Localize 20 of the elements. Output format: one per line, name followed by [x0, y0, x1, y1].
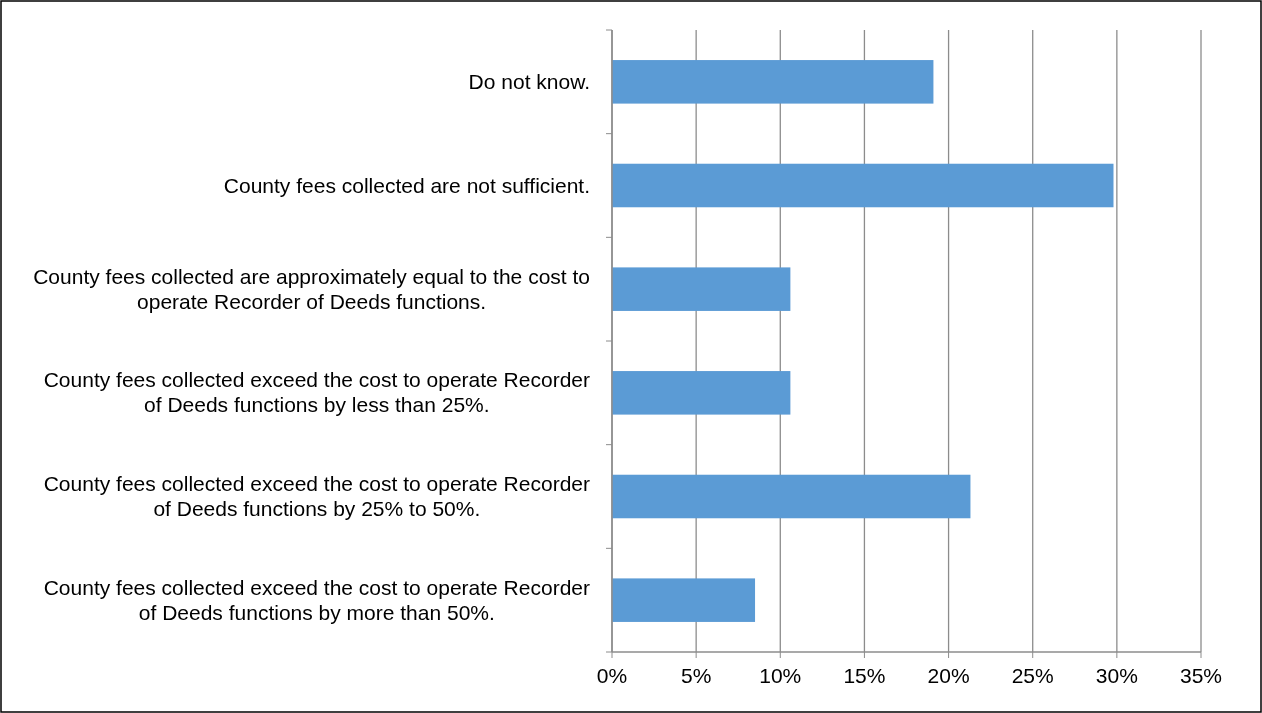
- x-tick-label: 10%: [759, 664, 802, 687]
- bar: [612, 267, 791, 311]
- bar: [612, 578, 756, 622]
- y-tick-label: Do not know.: [468, 69, 590, 93]
- bar: [612, 163, 1114, 208]
- y-tick-label: County fees collected are approximately equal to the cost to operate Recorder of Deeds functions.: [33, 264, 591, 313]
- y-tick-label: County fees collected exceed the cost to operate Recorder of Deeds functions by more than 50%.: [43, 575, 591, 624]
- x-tick-label: 15%: [843, 664, 886, 687]
- y-tick-label: County fees collected exceed the cost to operate Recorder of Deeds functions by 25% to 50%.: [43, 472, 591, 520]
- y-tick-label: County fees collected exceed the cost to operate Recorder of Deeds functions by less than 25%.: [43, 368, 591, 417]
- x-tick-label: 0%: [596, 664, 628, 687]
- x-tick-label: 35%: [1179, 664, 1223, 687]
- y-tick-label: County fees collected are not sufficient.: [223, 173, 591, 197]
- x-tick-label: 30%: [1095, 664, 1138, 687]
- bar: [612, 60, 934, 104]
- bar: [612, 474, 971, 519]
- bar: [612, 371, 791, 415]
- x-tick-label: 5%: [680, 664, 712, 687]
- x-tick-label: 25%: [1011, 664, 1054, 687]
- x-tick-label: 20%: [927, 664, 970, 687]
